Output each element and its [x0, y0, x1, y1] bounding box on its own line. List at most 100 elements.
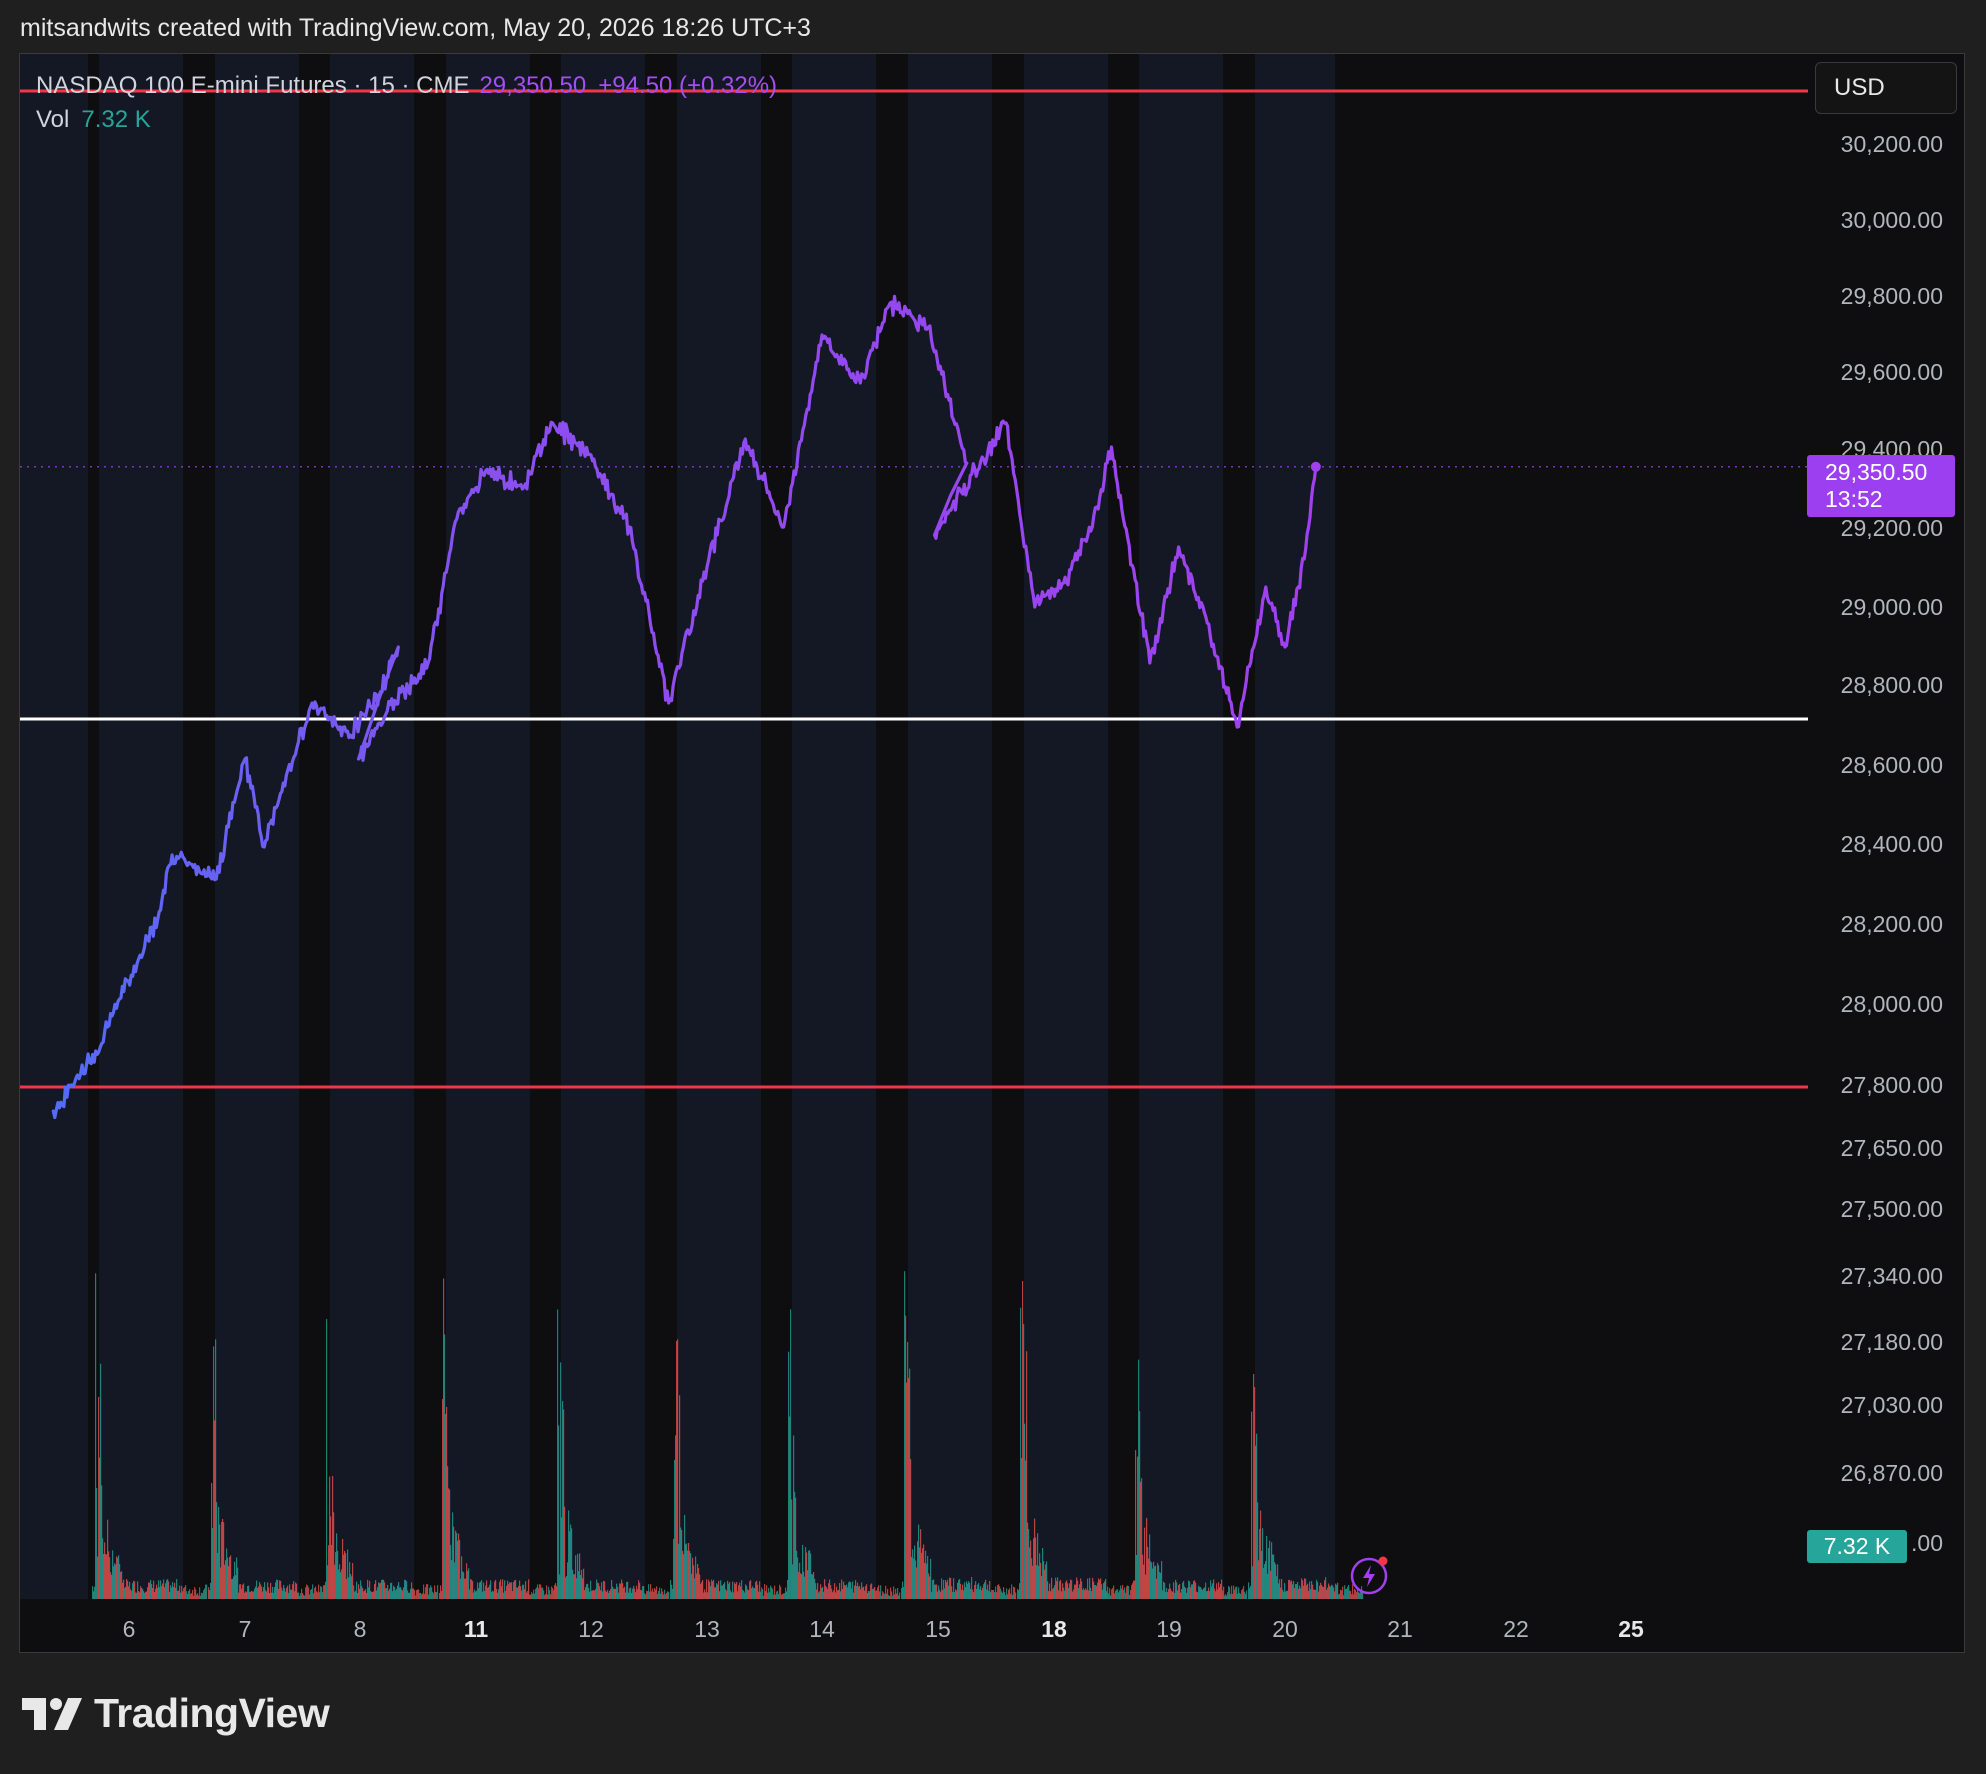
volume-bar: [525, 1581, 527, 1599]
volume-bar: [132, 1583, 134, 1599]
volume-bar: [798, 1571, 800, 1599]
symbol-legend[interactable]: NASDAQ 100 E-mini Futures · 15 · CME 29,3…: [36, 72, 777, 100]
volume-bar: [435, 1591, 437, 1599]
volume-bar: [629, 1588, 631, 1599]
volume-bar: [306, 1584, 308, 1599]
volume-bar: [1179, 1584, 1181, 1599]
currency-selector[interactable]: USD: [1815, 62, 1957, 114]
volume-legend[interactable]: Vol 7.32 K: [36, 106, 151, 134]
volume-bar: [336, 1533, 338, 1599]
volume-bar: [347, 1549, 349, 1599]
volume-bar: [651, 1591, 653, 1599]
volume-bar: [1159, 1572, 1161, 1599]
volume-bar: [1000, 1588, 1002, 1599]
volume-bar: [1134, 1580, 1136, 1599]
volume-bar: [1293, 1581, 1295, 1599]
volume-bar: [1022, 1281, 1024, 1599]
volume-bar: [199, 1587, 201, 1599]
volume-bar: [395, 1590, 397, 1599]
volume-bar: [889, 1595, 891, 1599]
volume-bar: [560, 1362, 562, 1599]
volume-bar: [1065, 1582, 1067, 1599]
volume-bar: [753, 1588, 755, 1599]
volume-bar: [796, 1550, 798, 1599]
volume-bar: [366, 1593, 368, 1599]
volume-bar: [343, 1554, 345, 1599]
volume-bar: [952, 1591, 954, 1599]
volume-bar: [1148, 1558, 1150, 1599]
volume-bar: [739, 1582, 741, 1599]
volume-bar: [638, 1580, 640, 1599]
volume-bar: [984, 1582, 986, 1599]
volume-bar: [937, 1591, 939, 1599]
legend-price: 29,350.50: [479, 72, 587, 99]
volume-bar: [222, 1518, 224, 1599]
volume-bar: [1234, 1589, 1236, 1599]
volume-bar: [607, 1589, 609, 1599]
volume-bar: [1342, 1586, 1344, 1599]
volume-bar: [990, 1592, 992, 1599]
volume-bar: [136, 1592, 138, 1599]
volume-bar: [1112, 1588, 1114, 1599]
volume-bar: [470, 1579, 472, 1599]
volume-bar: [920, 1529, 922, 1599]
volume-bar: [427, 1584, 429, 1599]
volume-bar: [434, 1585, 436, 1599]
volume-bar: [447, 1466, 449, 1599]
volume-bar: [140, 1586, 142, 1599]
volume-bar: [267, 1582, 269, 1599]
volume-bar: [792, 1564, 794, 1599]
tradingview-logo[interactable]: TradingView: [22, 1690, 330, 1737]
volume-bar: [172, 1582, 174, 1599]
volume-bar: [918, 1524, 920, 1599]
lightning-bolt-icon[interactable]: [1350, 1555, 1390, 1595]
volume-bar: [375, 1580, 377, 1599]
volume-bar: [831, 1588, 833, 1599]
volume-bar: [1226, 1595, 1228, 1599]
volume-bar: [840, 1591, 842, 1599]
volume-bar: [315, 1586, 317, 1599]
volume-bar: [1204, 1587, 1206, 1599]
volume-bar: [1038, 1565, 1040, 1599]
volume-bar: [599, 1586, 601, 1599]
volume-bar: [873, 1588, 875, 1599]
volume-bar: [564, 1506, 566, 1599]
volume-bar: [707, 1592, 709, 1599]
volume-bar: [1100, 1578, 1102, 1599]
volume-bar: [461, 1556, 463, 1599]
volume-bar: [1203, 1588, 1205, 1599]
volume-bar: [1263, 1568, 1265, 1599]
volume-bar: [244, 1592, 246, 1599]
volume-bar: [871, 1583, 873, 1599]
volume-bar: [390, 1583, 392, 1599]
volume-bar: [574, 1574, 576, 1599]
volume-bar: [1331, 1584, 1333, 1599]
volume-bar: [292, 1584, 294, 1599]
volume-bar: [837, 1590, 839, 1599]
volume-bar: [859, 1585, 861, 1599]
volume-bar: [1156, 1578, 1158, 1599]
volume-bar: [1283, 1591, 1285, 1599]
volume-bar: [1219, 1587, 1221, 1599]
volume-bar: [254, 1588, 256, 1599]
volume-bar: [598, 1583, 600, 1599]
volume-bar: [932, 1580, 934, 1599]
volume-bar: [1273, 1554, 1275, 1599]
chart-canvas[interactable]: 30,200.0030,000.0029,800.0029,600.0029,4…: [20, 54, 1964, 1652]
volume-bar: [177, 1590, 179, 1599]
volume-legend-label: Vol: [36, 106, 70, 133]
volume-bar: [149, 1582, 151, 1599]
volume-bar: [1317, 1582, 1319, 1599]
volume-bar: [296, 1583, 298, 1599]
volume-bar: [576, 1578, 578, 1599]
volume-bar: [1130, 1590, 1132, 1599]
volume-bar: [449, 1489, 451, 1599]
volume-bar: [687, 1550, 689, 1599]
volume-bar: [665, 1594, 667, 1599]
price-tick-label: 27,800.00: [1841, 1072, 1943, 1098]
volume-bar: [811, 1574, 813, 1599]
chart-panel[interactable]: 30,200.00 30,000.00 29,800.00 29,600.00 29,4…: [19, 53, 1965, 1653]
volume-bar: [1041, 1576, 1043, 1599]
volume-bar: [579, 1553, 581, 1599]
volume-bar: [919, 1547, 921, 1599]
